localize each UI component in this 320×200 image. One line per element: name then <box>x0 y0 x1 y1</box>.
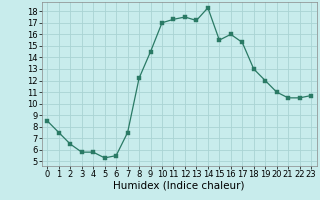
X-axis label: Humidex (Indice chaleur): Humidex (Indice chaleur) <box>114 181 245 191</box>
